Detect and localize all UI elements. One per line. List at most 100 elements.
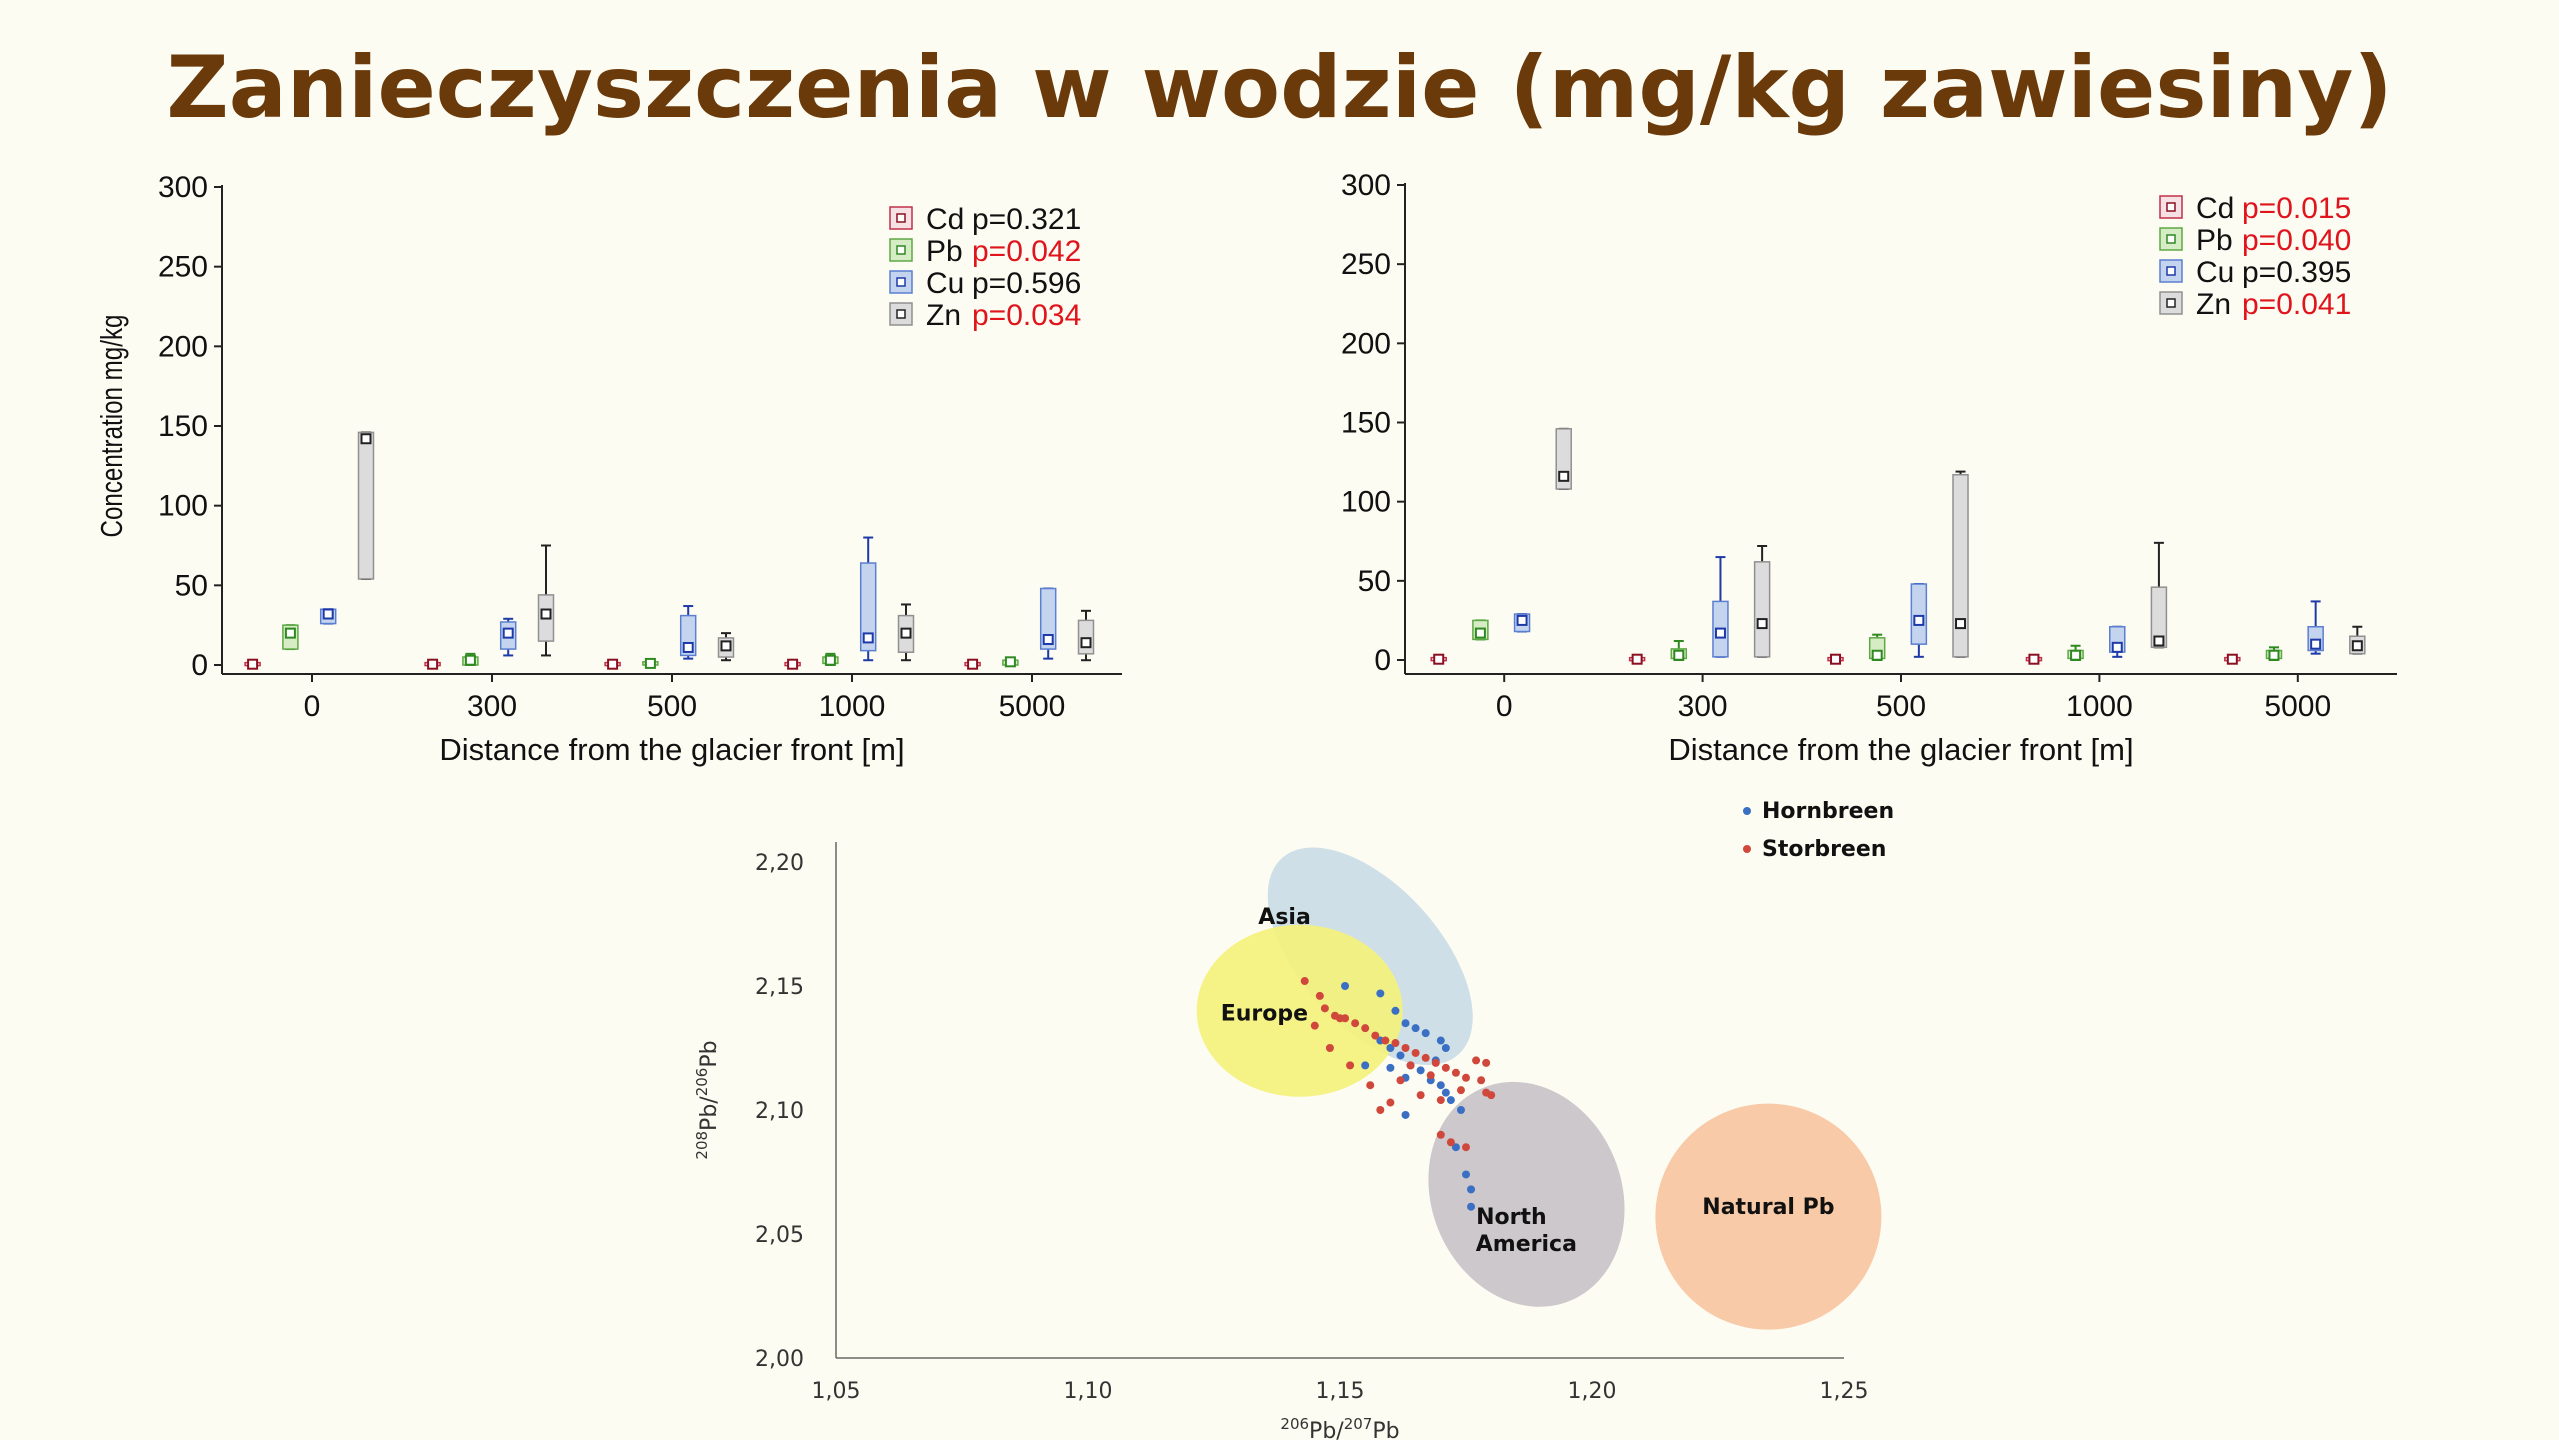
data-point [1310, 1021, 1319, 1030]
x-tick-label: 1,20 [1568, 1379, 1617, 1404]
data-point [1386, 1044, 1395, 1052]
data-point [1391, 1039, 1400, 1048]
data-point [1396, 1076, 1405, 1085]
data-point [1381, 1036, 1390, 1045]
median-marker [1955, 618, 1967, 630]
legend-metal: Pb [2196, 224, 2233, 257]
x-tick-label: 500 [1876, 690, 1926, 723]
legend-marker [896, 245, 906, 255]
x-tick-label: 1,15 [1316, 1379, 1365, 1404]
box-cu-500 [1910, 583, 1928, 658]
box-pb-1000 [822, 652, 839, 666]
box-cd-1000 [784, 658, 801, 670]
box-pb-0 [282, 624, 299, 651]
data-point [1421, 1029, 1430, 1038]
legend-marker [2166, 266, 2176, 276]
series-storbreen [1300, 977, 1496, 1152]
median-marker [1631, 653, 1643, 665]
box-body [1039, 587, 1057, 650]
legend-marker [896, 309, 906, 319]
box-cd-1000 [2025, 653, 2043, 665]
median-marker [360, 433, 372, 445]
legend-marker [2166, 298, 2176, 308]
legend-entry-cu: Cu p=0.596 [889, 267, 1081, 300]
x-tick-label: 1000 [2066, 690, 2133, 723]
median-marker [1673, 649, 1685, 661]
data-point [1462, 1143, 1470, 1152]
box-zn-1000 [897, 603, 915, 662]
data-point [1421, 1053, 1430, 1062]
box-chart-suspended-matter-left: 0 50 100 150 200 250 300 0 300 500 1000 5000 Distanc… [94, 171, 1122, 767]
box-zn-500 [717, 632, 735, 662]
legend-entry-cd: Cd p=0.015 [2159, 192, 2351, 225]
median-marker [2153, 635, 2165, 647]
box-cu-300 [1712, 556, 1729, 658]
legend-p-value: p=0.395 [2242, 256, 2351, 289]
box-pb-5000 [2265, 646, 2283, 661]
data-point [1376, 1106, 1385, 1114]
data-point [1482, 1058, 1491, 1067]
data-point [1451, 1143, 1460, 1152]
median-marker [967, 658, 979, 670]
y-tick-label: 2,20 [755, 851, 804, 876]
data-point [1351, 1019, 1360, 1028]
box-zn-0 [1555, 427, 1572, 490]
legend-marker [2166, 234, 2176, 244]
x-tick-label: 5000 [2264, 690, 2331, 723]
y-tick-label: 2,05 [755, 1223, 804, 1248]
box-zn-300 [1753, 545, 1771, 658]
y-axis-label: Concentration mg/kg [94, 315, 129, 538]
region-label-natural-pb: Natural Pb [1702, 1195, 1834, 1220]
median-marker [900, 627, 912, 639]
y-tick-label: 200 [158, 330, 208, 363]
x-tick-label: 0 [304, 690, 321, 723]
box-cd-5000 [2224, 653, 2241, 665]
box-body [859, 562, 877, 652]
data-point [1411, 1024, 1420, 1033]
y-tick-label: 150 [158, 410, 208, 443]
median-marker [1042, 634, 1054, 646]
legend-marker [896, 277, 906, 287]
slide-title: Zanieczyszczenia w wodzie (mg/kg zawiesi… [166, 38, 2393, 138]
median-marker [2310, 638, 2322, 650]
legend-entry-hornbreen: Hornbreen [1743, 799, 1894, 824]
data-point [1441, 1088, 1450, 1097]
box-pb-300 [1670, 640, 1688, 661]
median-marker [824, 654, 836, 666]
box-body [2150, 586, 2168, 649]
legend-entry-storbreen: Storbreen [1743, 837, 1886, 862]
data-point [1487, 1091, 1496, 1100]
box-cu-1000 [859, 536, 877, 662]
region-europe [1196, 924, 1403, 1097]
data-point [1401, 1044, 1410, 1052]
box-cd-0 [244, 658, 261, 670]
box-zn-300 [537, 544, 555, 657]
data-point [1300, 977, 1309, 986]
legend-entry-cu: Cu p=0.395 [2159, 256, 2351, 289]
data-point [1436, 1081, 1445, 1090]
region-label-north-america: North America [1476, 1205, 1577, 1257]
x-axis-label: Distance from the glacier front [m] [1668, 732, 2133, 767]
data-point [1436, 1096, 1445, 1105]
box-cu-500 [679, 605, 697, 660]
median-marker [1558, 470, 1570, 482]
median-marker [1830, 653, 1842, 665]
legend-metal: Pb [926, 235, 963, 268]
legend-metal: Zn [926, 299, 961, 332]
median-marker [427, 658, 439, 670]
region-natural-pb [1655, 1103, 1882, 1330]
data-point [1446, 1138, 1455, 1147]
data-point [1456, 1106, 1465, 1114]
legend-entry-zn: Zn p=0.034 [889, 299, 1081, 332]
legend-entry-pb: Pb p=0.042 [889, 235, 1081, 268]
box-zn-5000 [1077, 609, 1095, 662]
x-tick-label: 500 [647, 690, 697, 723]
median-marker [1516, 614, 1528, 626]
median-marker [2268, 649, 2280, 661]
data-point [1325, 1044, 1334, 1052]
x-tick-label: 0 [1496, 690, 1513, 723]
data-point [1341, 982, 1350, 990]
median-marker [502, 627, 514, 639]
legend-metal: Zn [2196, 288, 2231, 321]
y-tick-label: 300 [158, 171, 208, 204]
